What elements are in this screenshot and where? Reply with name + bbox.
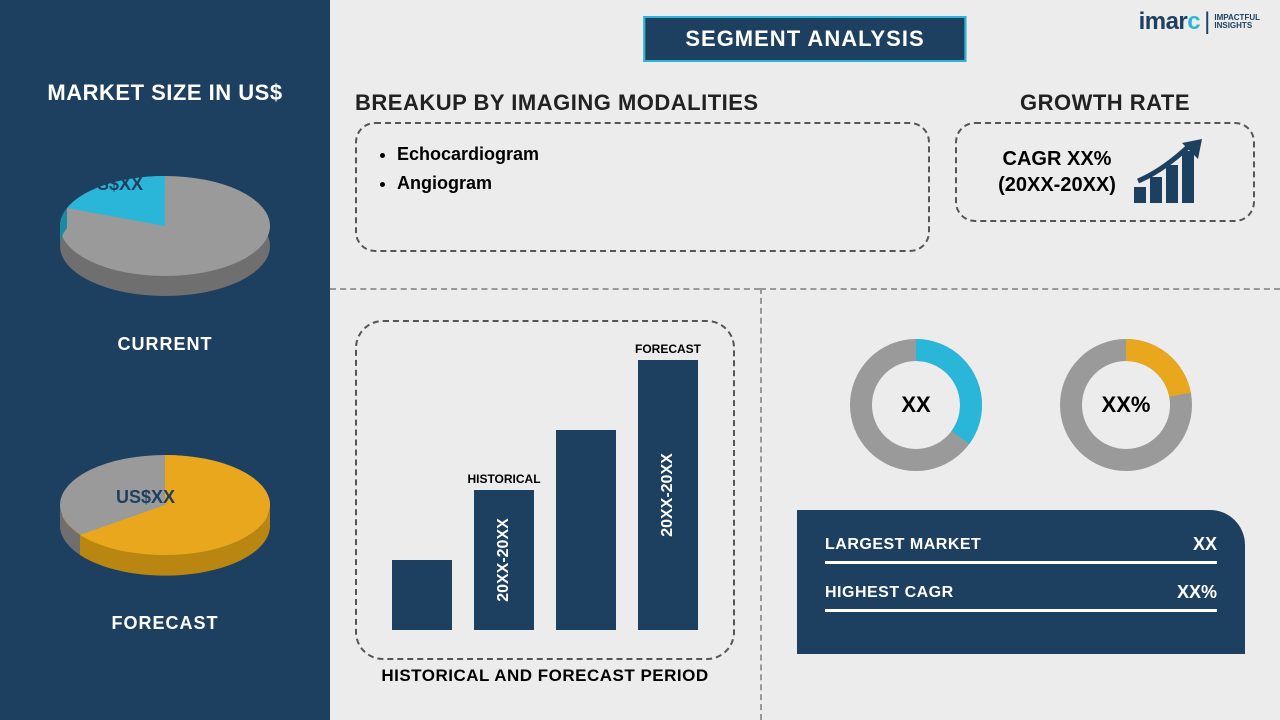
donuts: XX XX% bbox=[841, 330, 1201, 480]
left-panel: MARKET SIZE IN US$ US$XX CURRENT bbox=[0, 0, 330, 720]
donut-center: XX% bbox=[1102, 392, 1151, 418]
pie-forecast-caption: FORECAST bbox=[112, 613, 219, 634]
bar bbox=[392, 560, 452, 630]
growth-heading: GROWTH RATE bbox=[1020, 90, 1190, 116]
breakup-list: Echocardiogram Angiogram bbox=[377, 140, 908, 198]
bars: HISTORICAL 20XX-20XX FORECAST 20XX-20XX bbox=[357, 360, 733, 630]
logo: imarc | IMPACTFUL INSIGHTS bbox=[1139, 8, 1260, 36]
breakup-item: Echocardiogram bbox=[397, 140, 908, 169]
market-size-heading: MARKET SIZE IN US$ bbox=[47, 80, 282, 106]
lower-row: HISTORICAL 20XX-20XX FORECAST 20XX-20XX … bbox=[330, 288, 1280, 720]
stats-value: XX% bbox=[1177, 582, 1217, 603]
cagr-line2: (20XX-20XX) bbox=[998, 172, 1116, 198]
bar-inner-label: 20XX-20XX bbox=[495, 518, 513, 602]
stats-value: XX bbox=[1193, 534, 1217, 555]
donut: XX bbox=[841, 330, 991, 480]
bar-chart: HISTORICAL 20XX-20XX FORECAST 20XX-20XX bbox=[355, 320, 735, 660]
title-pill: SEGMENT ANALYSIS bbox=[643, 16, 966, 62]
growth-icon bbox=[1132, 137, 1212, 207]
stats-divider bbox=[825, 609, 1217, 612]
lower-right-section: XX XX% LARGEST MARKET XX bbox=[760, 288, 1280, 720]
breakup-section: BREAKUP BY IMAGING MODALITIES Echocardio… bbox=[355, 90, 930, 270]
logo-pipe: | bbox=[1204, 8, 1210, 36]
donut-center: XX bbox=[901, 392, 930, 418]
pie-forecast-value: US$XX bbox=[116, 487, 175, 508]
pie-current: US$XX CURRENT bbox=[40, 146, 290, 355]
donut: XX% bbox=[1051, 330, 1201, 480]
pie-forecast-svg bbox=[40, 425, 290, 595]
pie-current-value: US$XX bbox=[84, 174, 143, 195]
bar: FORECAST 20XX-20XX bbox=[638, 360, 698, 630]
upper-row: BREAKUP BY IMAGING MODALITIES Echocardio… bbox=[355, 90, 1255, 270]
bar-top-label: HISTORICAL bbox=[467, 472, 540, 486]
stats-label: HIGHEST CAGR bbox=[825, 584, 954, 602]
logo-text-c: c bbox=[1187, 8, 1200, 35]
historical-forecast-section: HISTORICAL 20XX-20XX FORECAST 20XX-20XX … bbox=[330, 288, 760, 720]
stats-divider bbox=[825, 561, 1217, 564]
stats-card: LARGEST MARKET XX HIGHEST CAGR XX% bbox=[797, 510, 1245, 654]
bar: HISTORICAL 20XX-20XX bbox=[474, 490, 534, 630]
pie-forecast: US$XX FORECAST bbox=[40, 425, 290, 634]
bar-top-label: FORECAST bbox=[635, 342, 701, 356]
right-panel: imarc | IMPACTFUL INSIGHTS SEGMENT ANALY… bbox=[330, 0, 1280, 720]
bar bbox=[556, 430, 616, 630]
bar-inner-label: 20XX-20XX bbox=[659, 453, 677, 537]
bar-chart-caption: HISTORICAL AND FORECAST PERIOD bbox=[381, 666, 708, 686]
root: MARKET SIZE IN US$ US$XX CURRENT bbox=[0, 0, 1280, 720]
pie-current-svg bbox=[40, 146, 290, 316]
logo-text-pre: imar bbox=[1139, 8, 1188, 35]
breakup-item: Angiogram bbox=[397, 169, 908, 198]
breakup-heading: BREAKUP BY IMAGING MODALITIES bbox=[355, 90, 930, 116]
stats-label: LARGEST MARKET bbox=[825, 536, 981, 554]
growth-section: GROWTH RATE CAGR XX% (20XX-20XX) bbox=[955, 90, 1255, 270]
cagr-line1: CAGR XX% bbox=[998, 146, 1116, 172]
pie-current-caption: CURRENT bbox=[118, 334, 213, 355]
logo-tagline2: INSIGHTS bbox=[1214, 22, 1260, 30]
